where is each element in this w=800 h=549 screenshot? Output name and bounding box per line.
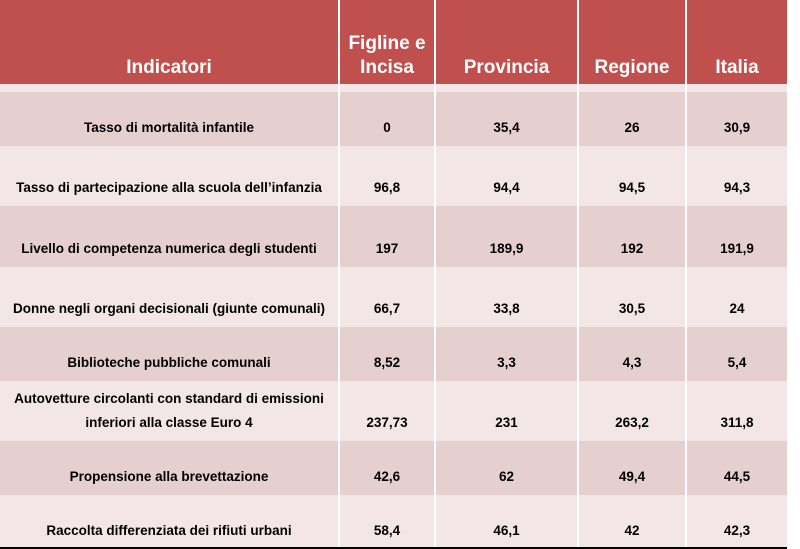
value-regione: 94,5 xyxy=(578,146,687,207)
value-italia: 24 xyxy=(686,266,787,327)
value-italia: 42,3 xyxy=(686,494,787,549)
indicator-label: Raccolta differenziata dei rifiuti urban… xyxy=(0,494,340,549)
value-provincia: 35,4 xyxy=(435,92,579,147)
header-regione: Regione xyxy=(578,0,687,84)
table-bottom-border xyxy=(0,547,787,549)
value-provincia: 231 xyxy=(435,380,579,441)
value-figline-e-incisa: 58,4 xyxy=(339,494,436,549)
value-regione: 26 xyxy=(578,92,687,147)
value-provincia: 33,8 xyxy=(435,266,579,327)
value-figline-e-incisa: 237,73 xyxy=(339,380,436,441)
table-row: Donne negli organi decisionali (giunte c… xyxy=(0,266,787,327)
indicator-label: Propensione alla brevettazione xyxy=(0,440,340,495)
value-provincia: 62 xyxy=(435,440,579,495)
value-figline-e-incisa: 66,7 xyxy=(339,266,436,327)
spacer-cell xyxy=(686,84,787,93)
value-italia: 30,9 xyxy=(686,92,787,147)
table-spacer-row xyxy=(0,84,787,93)
value-italia: 311,8 xyxy=(686,380,787,441)
value-regione: 42 xyxy=(578,494,687,549)
table-row: Propensione alla brevettazione 42,6 62 4… xyxy=(0,440,787,495)
table-row: Raccolta differenziata dei rifiuti urban… xyxy=(0,494,787,549)
value-figline-e-incisa: 8,52 xyxy=(339,326,436,381)
spacer-cell xyxy=(435,84,579,93)
value-regione: 49,4 xyxy=(578,440,687,495)
value-regione: 30,5 xyxy=(578,266,687,327)
value-provincia: 189,9 xyxy=(435,206,579,267)
table-row: Tasso di mortalità infantile 0 35,4 26 3… xyxy=(0,92,787,147)
spacer-cell xyxy=(578,84,687,93)
table-row: Biblioteche pubbliche comunali 8,52 3,3 … xyxy=(0,326,787,381)
indicator-label: Autovetture circolanti con standard di e… xyxy=(0,380,340,441)
indicator-label: Tasso di partecipazione alla scuola dell… xyxy=(0,146,340,207)
table-header-row: Indicatori Figline e Incisa Provincia Re… xyxy=(0,0,787,84)
value-regione: 192 xyxy=(578,206,687,267)
table-row: Autovetture circolanti con standard di e… xyxy=(0,380,787,441)
value-figline-e-incisa: 197 xyxy=(339,206,436,267)
value-regione: 263,2 xyxy=(578,380,687,441)
value-regione: 4,3 xyxy=(578,326,687,381)
value-italia: 191,9 xyxy=(686,206,787,267)
spacer-cell xyxy=(339,84,436,93)
table-row: Tasso di partecipazione alla scuola dell… xyxy=(0,146,787,207)
indicator-label: Donne negli organi decisionali (giunte c… xyxy=(0,266,340,327)
indicator-label: Biblioteche pubbliche comunali xyxy=(0,326,340,381)
value-italia: 5,4 xyxy=(686,326,787,381)
header-figline-e-incisa: Figline e Incisa xyxy=(339,0,436,84)
value-italia: 44,5 xyxy=(686,440,787,495)
value-provincia: 46,1 xyxy=(435,494,579,549)
value-provincia: 3,3 xyxy=(435,326,579,381)
value-provincia: 94,4 xyxy=(435,146,579,207)
header-indicatori: Indicatori xyxy=(0,0,340,84)
value-figline-e-incisa: 0 xyxy=(339,92,436,147)
indicator-label: Livello di competenza numerica degli stu… xyxy=(0,206,340,267)
indicator-label: Tasso di mortalità infantile xyxy=(0,92,340,147)
header-italia: Italia xyxy=(686,0,787,84)
value-italia: 94,3 xyxy=(686,146,787,207)
header-provincia: Provincia xyxy=(435,0,579,84)
value-figline-e-incisa: 96,8 xyxy=(339,146,436,207)
table-row: Livello di competenza numerica degli stu… xyxy=(0,206,787,267)
value-figline-e-incisa: 42,6 xyxy=(339,440,436,495)
spacer-cell xyxy=(0,84,340,93)
